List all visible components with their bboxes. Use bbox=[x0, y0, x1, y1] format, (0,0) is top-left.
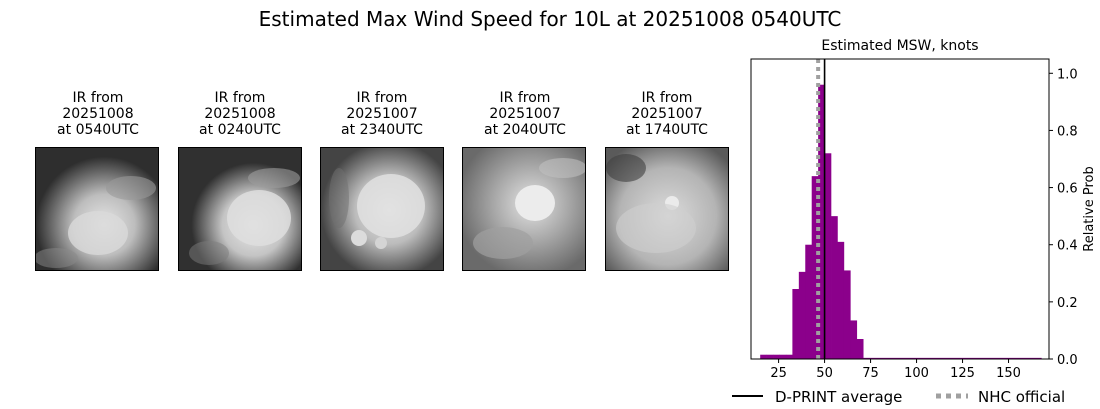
histogram-bar bbox=[798, 271, 806, 359]
histogram-bar bbox=[824, 153, 832, 359]
histogram-tail-bar bbox=[863, 357, 1042, 359]
legend-label-nhc: NHC official bbox=[978, 388, 1065, 406]
panel-title-time: at 0540UTC bbox=[57, 122, 139, 138]
ir-image-5 bbox=[605, 147, 729, 271]
y-axis-label: Relative Prob bbox=[1082, 166, 1097, 251]
panel-title-line: IR from bbox=[499, 90, 551, 106]
x-tick-label: 50 bbox=[816, 366, 833, 381]
panel-title-5: IR from 20251007 at 1740UTC bbox=[592, 90, 742, 138]
legend-label-dprint: D-PRINT average bbox=[775, 388, 902, 406]
y-tick-label: 0.4 bbox=[1057, 239, 1078, 254]
x-tick-label: 125 bbox=[950, 366, 975, 381]
panel-title-line: IR from bbox=[641, 90, 693, 106]
ir-image-1 bbox=[35, 147, 159, 271]
histogram-bar bbox=[805, 244, 813, 359]
panel-title-date: 20251007 bbox=[346, 106, 418, 122]
histogram-bar bbox=[792, 289, 800, 359]
panel-title-line: IR from bbox=[356, 90, 408, 106]
panel-title-2: IR from 20251008 at 0240UTC bbox=[165, 90, 315, 138]
histogram-bar bbox=[856, 339, 864, 359]
y-tick-label: 0.6 bbox=[1057, 182, 1078, 197]
x-tick-label: 25 bbox=[770, 366, 787, 381]
histogram-bar bbox=[850, 320, 858, 359]
histogram-bar bbox=[818, 84, 825, 359]
histogram-bar bbox=[773, 354, 780, 359]
x-tick-label: 75 bbox=[862, 366, 879, 381]
histogram-bar bbox=[785, 354, 793, 359]
x-tick-label: 150 bbox=[996, 366, 1021, 381]
panel-title-line: IR from bbox=[72, 90, 124, 106]
histogram-bar bbox=[811, 176, 819, 359]
ir-image-3 bbox=[320, 147, 444, 271]
panel-title-date: 20251008 bbox=[62, 106, 134, 122]
panel-title-date: 20251007 bbox=[631, 106, 703, 122]
panel-title-time: at 2340UTC bbox=[341, 122, 423, 138]
panel-title-4: IR from 20251007 at 2040UTC bbox=[450, 90, 600, 138]
x-tick-label: 100 bbox=[904, 366, 929, 381]
y-tick-label: 1.0 bbox=[1057, 67, 1078, 82]
histogram-bar bbox=[766, 354, 774, 359]
y-tick-label: 0.8 bbox=[1057, 124, 1078, 139]
panel-title-time: at 1740UTC bbox=[626, 122, 708, 138]
panel-title-line: IR from bbox=[214, 90, 266, 106]
chart-title: Estimated MSW, knots bbox=[821, 38, 978, 54]
panel-title-time: at 2040UTC bbox=[484, 122, 566, 138]
histogram-bar bbox=[837, 241, 845, 359]
y-tick-label: 0.0 bbox=[1057, 353, 1078, 368]
histogram-bar bbox=[779, 354, 787, 359]
panel-title-1: IR from 20251008 at 0540UTC bbox=[23, 90, 173, 138]
histogram-bar bbox=[831, 216, 838, 359]
panel-title-date: 20251007 bbox=[489, 106, 561, 122]
panel-title-date: 20251008 bbox=[204, 106, 276, 122]
figure-title: Estimated Max Wind Speed for 10L at 2025… bbox=[258, 7, 842, 31]
panel-title-3: IR from 20251007 at 2340UTC bbox=[307, 90, 457, 138]
histogram-bar bbox=[760, 354, 767, 359]
histogram-bar bbox=[843, 270, 851, 359]
plot-frame bbox=[750, 58, 1050, 360]
y-tick-label: 0.2 bbox=[1057, 296, 1078, 311]
panel-title-time: at 0240UTC bbox=[199, 122, 281, 138]
ir-image-2 bbox=[178, 147, 302, 271]
ir-image-4 bbox=[462, 147, 586, 271]
